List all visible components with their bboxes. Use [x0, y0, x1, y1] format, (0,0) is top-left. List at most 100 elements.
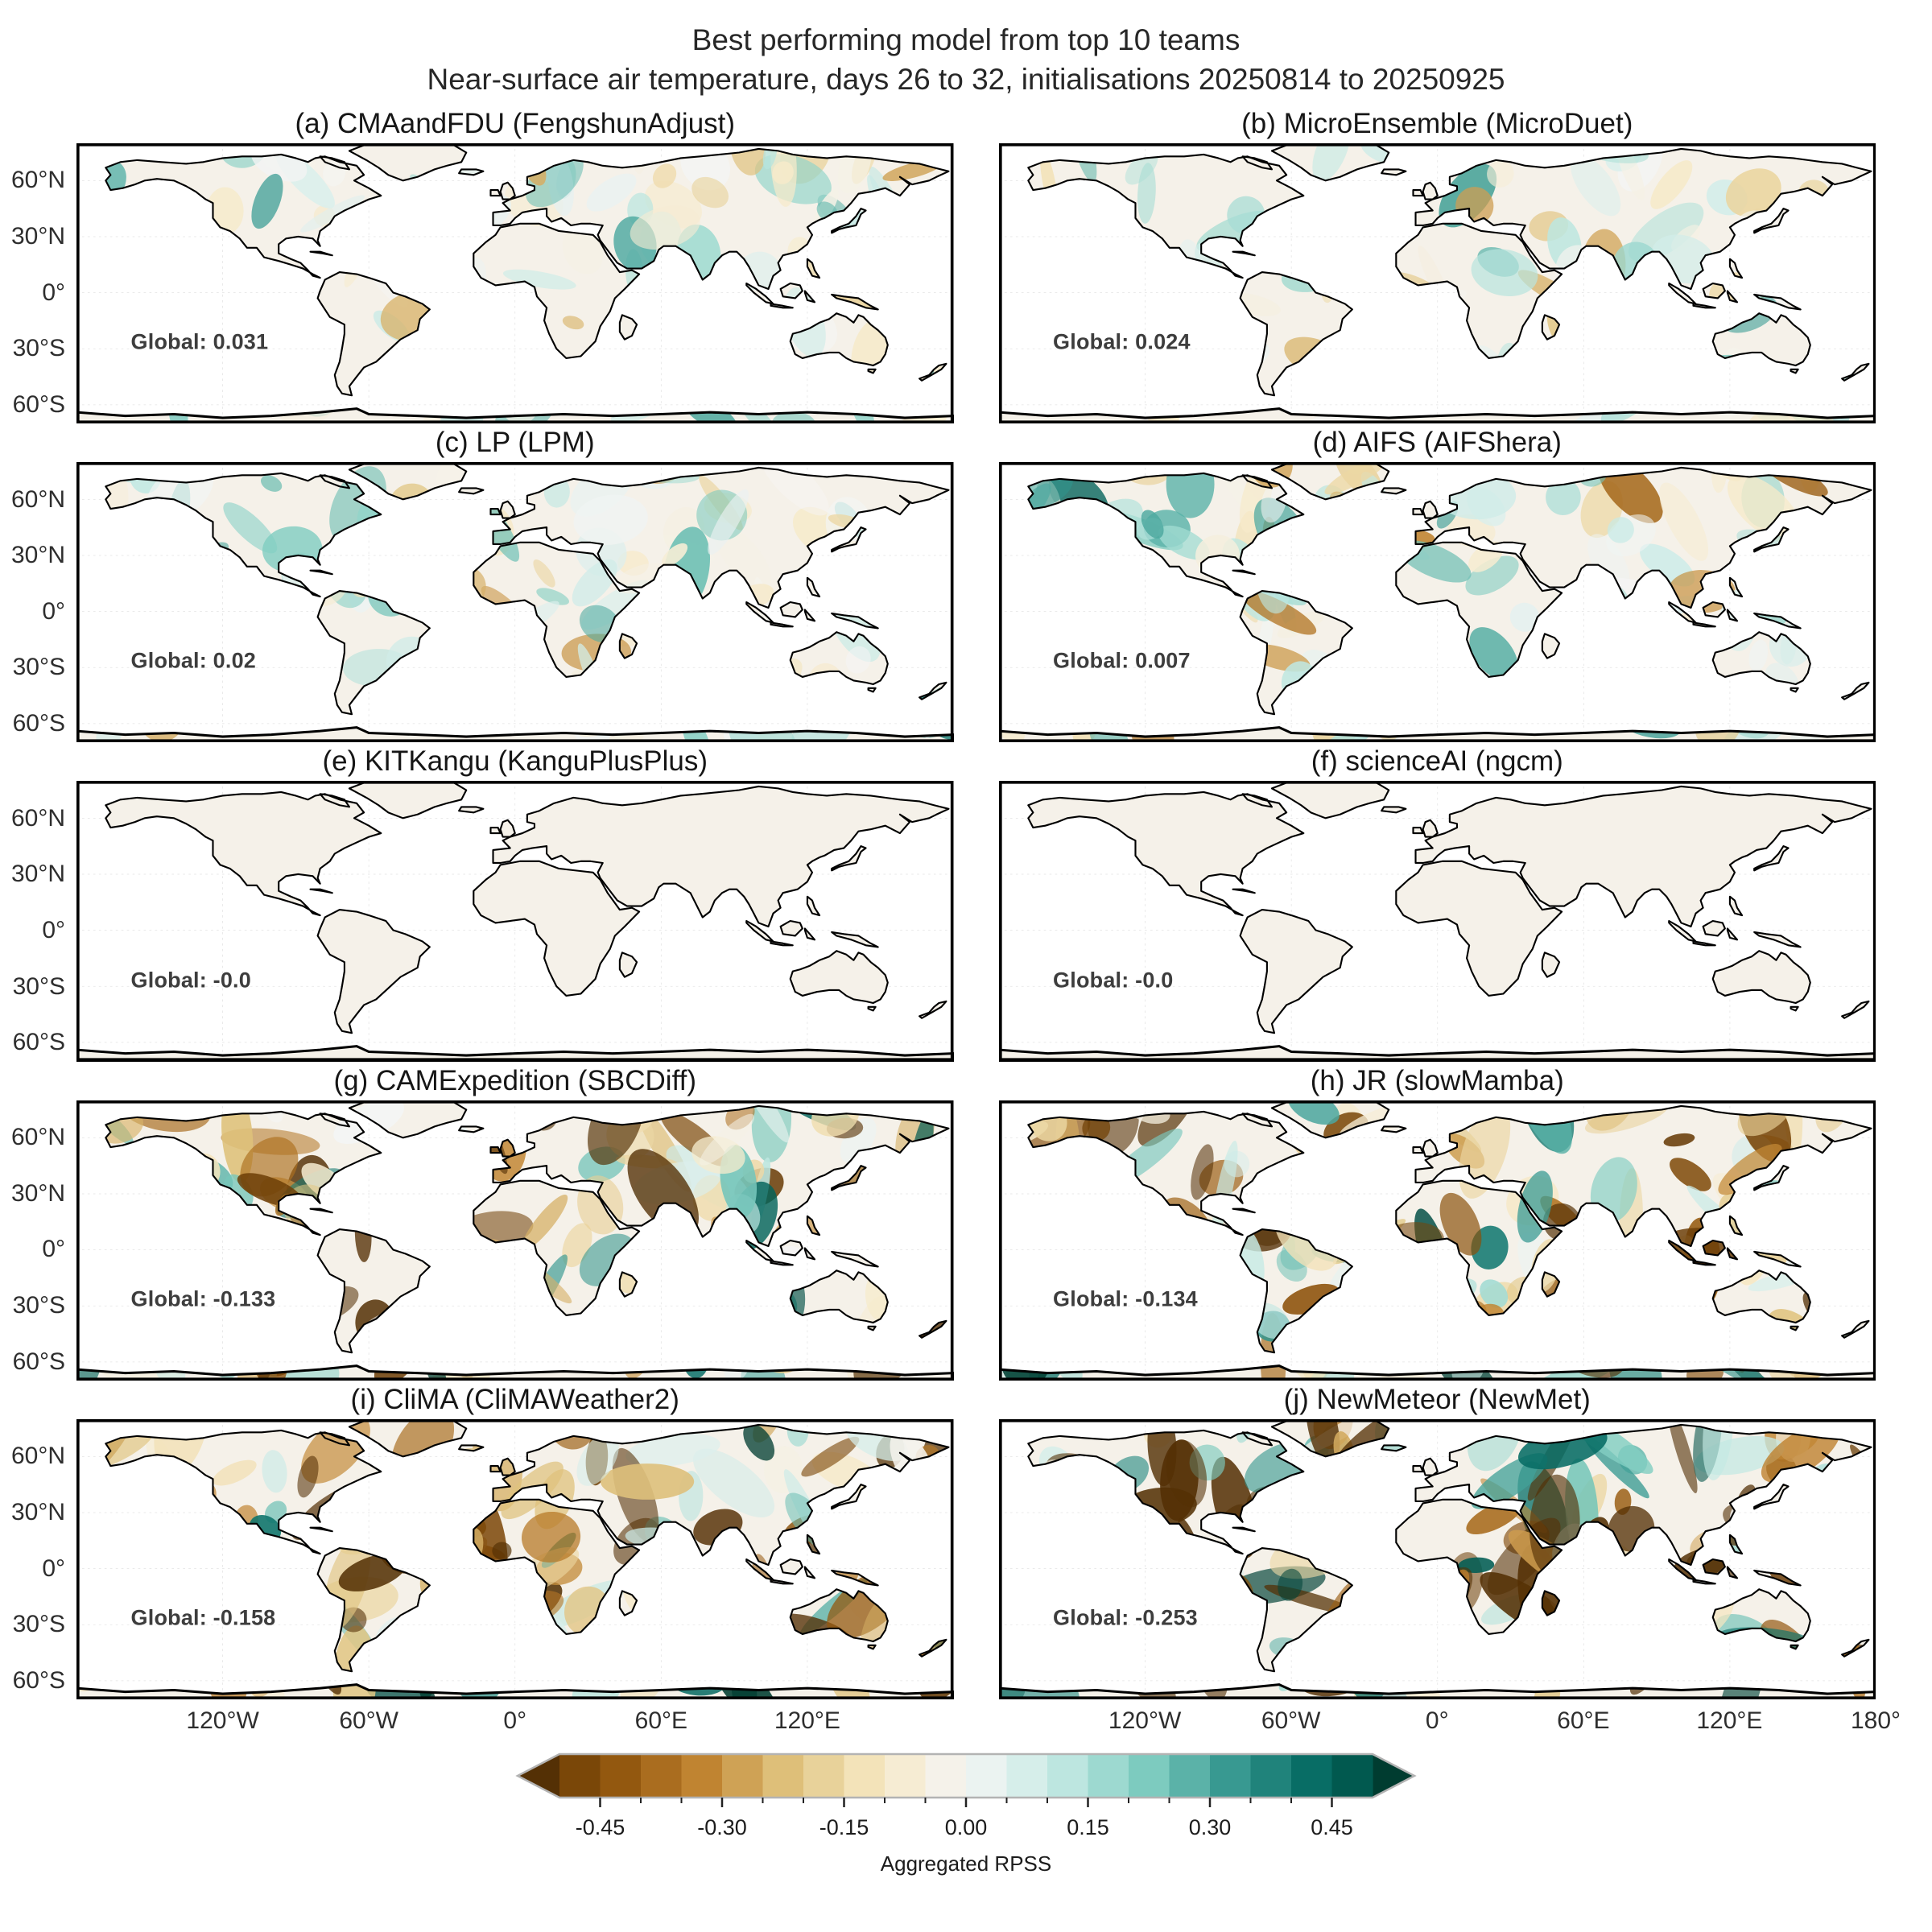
world-map-c — [76, 462, 954, 743]
panel-j: (j) NewMeteor (NewMet) Global: -0.253 12… — [998, 1383, 1901, 1734]
lon-tick-label: 0° — [503, 1707, 527, 1735]
panel-e-global-score: Global: -0.0 — [130, 968, 251, 993]
panel-h: (h) JR (slowMamba) Global: -0.134 — [998, 1064, 1876, 1381]
panel-b-global-score: Global: 0.024 — [1053, 329, 1191, 354]
lon-tick-label: 120°E — [1696, 1707, 1763, 1735]
lon-tick-label: 0° — [1425, 1707, 1449, 1735]
panel-j-global-score: Global: -0.253 — [1053, 1605, 1198, 1630]
panel-f: (f) scienceAI (ngcm) Global: -0.0 — [998, 745, 1876, 1062]
panel-j-map-area: Global: -0.253 120°W 60°W 0° 60°E 120°E 180° — [998, 1419, 1901, 1734]
panel-e-title: (e) KITKangu (KanguPlusPlus) — [322, 745, 708, 778]
panel-i-title: (i) CliMA (CliMAWeather2) — [350, 1383, 679, 1415]
panel-h-global-score: Global: -0.134 — [1053, 1286, 1198, 1311]
lat-tick-label: 60°N — [10, 167, 65, 194]
lat-tick-label: 60°S — [12, 1348, 65, 1375]
world-map-f — [998, 781, 1876, 1062]
panel-f-global-score: Global: -0.0 — [1053, 968, 1174, 993]
figure-title: Best performing model from top 10 teams — [691, 23, 1241, 56]
panel-c-global-score: Global: 0.02 — [130, 648, 256, 673]
colorbar: -0.45 -0.30 -0.15 0.00 0.15 0.30 0.45 Aggregate… — [515, 1752, 1417, 1876]
lat-tick-label: 60°N — [10, 804, 65, 832]
lon-tick-label: 120°W — [1108, 1707, 1182, 1735]
lon-tick-label: 60°E — [634, 1707, 688, 1735]
world-map-a — [76, 142, 954, 423]
panel-e-map-area: Global: -0.0 60°N 30°N 0° 30°S 60°S — [11, 781, 954, 1062]
colorbar-tick-label: 0.15 — [1067, 1815, 1109, 1839]
world-map-h — [998, 1100, 1876, 1381]
lat-tick-label: 60°S — [12, 1029, 65, 1056]
panel-i: (i) CliMA (CliMAWeather2) Global: -0.158… — [11, 1383, 954, 1734]
colorbar-tick-label: 0.45 — [1311, 1815, 1353, 1839]
world-map-j — [998, 1419, 1876, 1700]
panel-d-global-score: Global: 0.007 — [1053, 648, 1191, 673]
panel-c: (c) LP (LPM) Global: 0.02 60°N 30°N 0° 30°S… — [11, 426, 954, 743]
panel-e: (e) KITKangu (KanguPlusPlus) Global: -0.… — [11, 745, 954, 1062]
panel-g-title: (g) CAMExpedition (SBCDiff) — [333, 1064, 697, 1096]
panel-c-title: (c) LP (LPM) — [435, 426, 595, 458]
lat-tick-label: 60°S — [12, 710, 65, 737]
panel-b-map-area: Global: 0.024 — [998, 142, 1876, 423]
colorbar-label: Aggregated RPSS — [881, 1852, 1051, 1876]
lat-tick-label: 60°N — [10, 1443, 65, 1470]
lat-tick-label: 30°N — [10, 861, 65, 888]
lon-tick-label: 120°W — [186, 1707, 259, 1735]
lon-tick-label: 60°E — [1557, 1707, 1610, 1735]
lat-tick-label: 60°N — [10, 485, 65, 513]
lat-tick-label: 30°S — [12, 654, 65, 681]
panel-j-title: (j) NewMeteor (NewMet) — [1283, 1383, 1591, 1415]
panel-a-title: (a) CMAandFDU (FengshunAdjust) — [295, 107, 736, 139]
colorbar-tick-label: -0.15 — [819, 1815, 869, 1839]
lon-tick-label: 60°W — [339, 1707, 398, 1735]
colorbar-block: -0.45 -0.30 -0.15 0.00 0.15 0.30 0.45 Aggregate… — [0, 1746, 1932, 1883]
world-map-b — [998, 142, 1876, 423]
panel-h-title: (h) JR (slowMamba) — [1310, 1064, 1564, 1096]
lat-tick-label: 0° — [42, 1236, 65, 1263]
world-map-i — [76, 1419, 954, 1700]
lon-tick-label: 60°W — [1261, 1707, 1321, 1735]
lat-tick-label: 60°S — [12, 390, 65, 418]
panel-a: (a) CMAandFDU (FengshunAdjust) Global: 0… — [11, 107, 954, 423]
panel-d: (d) AIFS (AIFShera) Global: 0.007 — [998, 426, 1876, 743]
colorbar-tick-label: -0.30 — [697, 1815, 747, 1839]
lat-tick-label: 30°N — [10, 1499, 65, 1526]
figure-subtitle: Near-surface air temperature, days 26 to… — [427, 62, 1505, 96]
lat-tick-label: 0° — [42, 917, 65, 944]
lat-tick-label: 30°N — [10, 542, 65, 569]
lat-tick-label: 0° — [42, 279, 65, 306]
panel-i-global-score: Global: -0.158 — [130, 1605, 276, 1630]
panel-i-map-area: Global: -0.158 60°N 30°N 0° 30°S 60°S 120°W 60… — [11, 1419, 954, 1734]
lat-tick-label: 60°N — [10, 1124, 65, 1151]
panel-a-global-score: Global: 0.031 — [130, 329, 269, 354]
lon-tick-label: 120°E — [774, 1707, 840, 1735]
lat-tick-label: 30°S — [12, 1291, 65, 1319]
lat-tick-label: 30°S — [12, 335, 65, 362]
panel-d-map-area: Global: 0.007 — [998, 462, 1876, 743]
world-map-e — [76, 781, 954, 1062]
lat-tick-label: 0° — [42, 597, 65, 625]
panel-b: (b) MicroEnsemble (MicroDuet) Global: 0.… — [998, 107, 1876, 423]
lat-tick-label: 30°S — [12, 1611, 65, 1638]
panel-grid: (a) CMAandFDU (FengshunAdjust) Global: 0… — [0, 107, 1932, 1734]
panel-d-title: (d) AIFS (AIFShera) — [1312, 426, 1562, 458]
colorbar-tick-label: 0.00 — [945, 1815, 988, 1839]
lat-tick-label: 60°S — [12, 1666, 65, 1694]
world-map-g — [76, 1100, 954, 1381]
panel-b-title: (b) MicroEnsemble (MicroDuet) — [1241, 107, 1633, 139]
lat-tick-label: 30°S — [12, 972, 65, 1000]
lat-tick-label: 0° — [42, 1554, 65, 1582]
lat-tick-label: 30°N — [10, 222, 65, 250]
figure-title-block: Best performing model from top 10 teams … — [0, 0, 1932, 100]
panel-h-map-area: Global: -0.134 — [998, 1100, 1876, 1381]
colorbar-tick-label: 0.30 — [1189, 1815, 1232, 1839]
world-map-d — [998, 462, 1876, 743]
panel-f-title: (f) scienceAI (ngcm) — [1311, 745, 1563, 778]
panel-g-global-score: Global: -0.133 — [130, 1286, 276, 1311]
panel-f-map-area: Global: -0.0 — [998, 781, 1876, 1062]
lat-tick-label: 30°N — [10, 1179, 65, 1207]
panel-c-map-area: Global: 0.02 60°N 30°N 0° 30°S 60°S — [11, 462, 954, 743]
lon-tick-label: 180° — [1850, 1707, 1901, 1735]
panel-a-map-area: Global: 0.031 60°N 30°N 0° 30°S 60°S — [11, 142, 954, 423]
panel-g: (g) CAMExpedition (SBCDiff) Global: -0.1… — [11, 1064, 954, 1381]
panel-g-map-area: Global: -0.133 60°N 30°N 0° 30°S 60°S — [11, 1100, 954, 1381]
